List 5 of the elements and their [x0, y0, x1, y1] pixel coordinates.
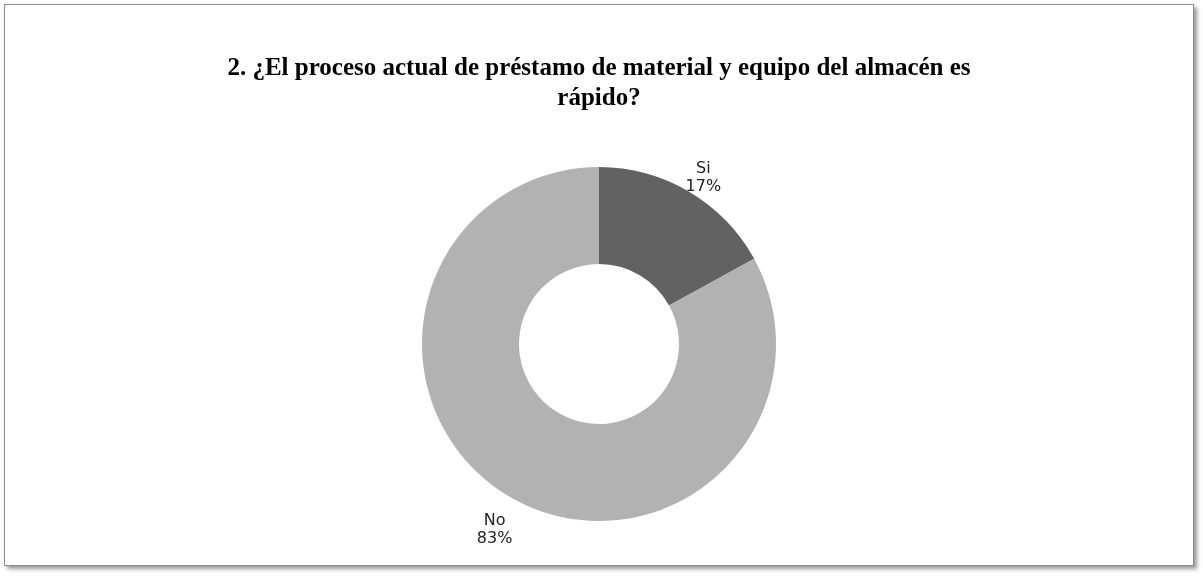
data-label: 83%	[476, 528, 513, 548]
data-label: 17%	[685, 175, 722, 195]
slice-label: Si	[696, 157, 711, 177]
chart-title: 2. ¿El proceso actual de préstamo de material y equipo del almacén es rápido?	[227, 53, 971, 110]
slice-label: No	[483, 510, 506, 530]
